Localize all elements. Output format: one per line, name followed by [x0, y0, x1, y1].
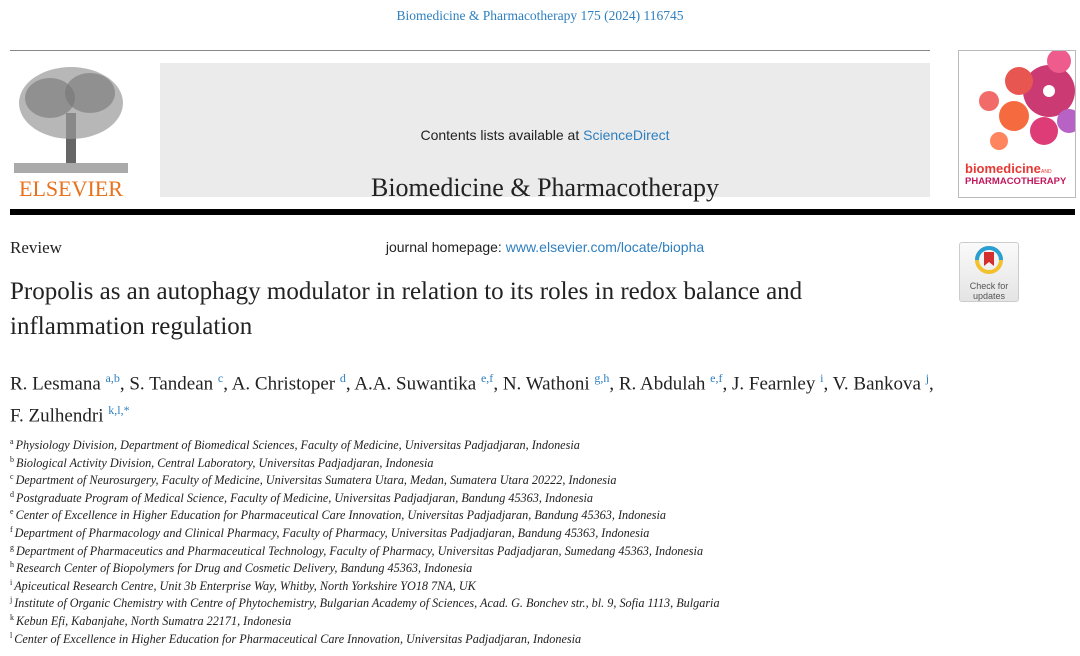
affiliation-key: c	[10, 472, 14, 482]
cover-title-and: AND	[1041, 169, 1052, 175]
journal-citation[interactable]: Biomedicine & Pharmacotherapy 175 (2024)…	[396, 8, 684, 23]
author-affiliation-ref[interactable]: g,h	[594, 371, 610, 385]
author[interactable]: V. Bankova	[832, 373, 921, 395]
elsevier-tree-icon: ELSEVIER	[14, 67, 128, 201]
affiliation: k Kebun Efi, Kabanjahe, North Sumatra 221…	[10, 609, 720, 628]
journal-header: Contents lists available at ScienceDirec…	[160, 63, 930, 255]
author[interactable]: S. Tandean	[129, 373, 214, 395]
elsevier-logo[interactable]: ELSEVIER	[10, 63, 132, 201]
affiliation: a Physiology Division, Department of Biom…	[10, 433, 720, 453]
affiliation-text: Department of Neurosurgery, Faculty of M…	[15, 473, 617, 488]
divider	[10, 50, 930, 51]
affiliation-key: k	[10, 612, 14, 622]
check-for-updates-button[interactable]: Check for updates	[959, 242, 1019, 302]
author-affiliation-ref[interactable]: e,f	[480, 371, 494, 385]
affiliation-key: g	[10, 542, 14, 552]
author-affiliation-ref[interactable]: a,b	[105, 371, 120, 385]
affiliation-text: Postgraduate Program of Medical Science,…	[16, 490, 594, 505]
affiliation-text: Center of Excellence in Higher Education…	[14, 631, 582, 646]
author-affiliation-ref[interactable]: k,l,*	[108, 403, 130, 418]
affiliation: d Postgraduate Program of Medical Science…	[10, 486, 720, 505]
affiliation-text: Department of Pharmacology and Clinical …	[14, 526, 650, 541]
affiliation-list: a Physiology Division, Department of Biom…	[10, 433, 720, 646]
affiliation-text: Research Center of Biopolymers for Drug …	[16, 561, 473, 576]
affiliation: c Department of Neurosurgery, Faculty of …	[10, 468, 720, 488]
affiliation: b Biological Activity Division, Central L…	[10, 451, 720, 470]
elsevier-wordmark: ELSEVIER	[19, 176, 123, 199]
affiliation-text: Biological Activity Division, Central La…	[16, 455, 434, 470]
author[interactable]: R. Abdulah	[618, 373, 706, 395]
author-affiliation-ref[interactable]: i	[820, 371, 824, 385]
journal-cover[interactable]: biomedicine AND PHARMACOTHERAPY	[958, 50, 1076, 198]
affiliation-key: j	[10, 595, 13, 605]
author[interactable]: J. Fearnley	[731, 373, 816, 395]
author-affiliation-ref[interactable]: e,f	[710, 371, 723, 385]
affiliation-key: f	[10, 524, 13, 534]
author[interactable]: A.A. Suwantika	[354, 373, 477, 395]
affiliation-key: h	[10, 560, 14, 570]
affiliation-text: Institute of Organic Chemistry with Cent…	[14, 596, 720, 611]
affiliation-key: l	[10, 630, 13, 640]
author-affiliation-ref[interactable]: c	[217, 371, 224, 385]
author-list: R. Lesmana a,b, S. Tandean c, A. Christo…	[10, 371, 934, 427]
affiliation-text: Department of Pharmaceutics and Pharmace…	[16, 543, 704, 558]
affiliation: h Research Center of Biopolymers for Drug…	[10, 556, 720, 576]
affiliation-text: Kebun Efi, Kabanjahe, North Sumatra 2217…	[16, 614, 292, 628]
contents-line: Contents lists available at ScienceDirec…	[160, 127, 930, 143]
affiliation-text: Physiology Division, Department of Biome…	[15, 438, 580, 453]
affiliation-key: i	[10, 577, 13, 587]
article-type: Review	[10, 238, 62, 257]
check-label-2: updates	[972, 291, 1006, 301]
homepage-line: journal homepage: www.elsevier.com/locat…	[160, 239, 930, 255]
affiliation-key: d	[10, 489, 14, 499]
affiliation: l Center of Excellence in Higher Educatio…	[10, 627, 720, 646]
affiliation: g Department of Pharmaceutics and Pharmac…	[10, 539, 720, 558]
author[interactable]: A. Christoper	[231, 373, 336, 395]
author[interactable]: R. Lesmana	[10, 373, 101, 395]
cover-title-2: PHARMACOTHERAPY	[965, 176, 1067, 187]
affiliation-key: a	[10, 437, 14, 446]
check-updates-icon	[975, 246, 1003, 274]
check-label-1: Check for	[969, 281, 1009, 291]
homepage-prefix: journal homepage:	[385, 239, 506, 255]
affiliation: i Apiceutical Research Centre, Unit 3b En…	[10, 574, 720, 593]
journal-title: Biomedicine & Pharmacotherapy	[370, 173, 719, 202]
cover-molecule-art: biomedicine AND PHARMACOTHERAPY	[965, 51, 1075, 187]
author[interactable]: N. Wathoni	[502, 373, 590, 395]
author[interactable]: F. Zulhendri	[10, 405, 104, 427]
affiliation: e Center of Excellence in Higher Educatio…	[10, 503, 720, 523]
affiliation-text: Apiceutical Research Centre, Unit 3b Ent…	[14, 578, 476, 593]
affiliation: j Institute of Organic Chemistry with Cen…	[10, 591, 720, 611]
author-affiliation-ref[interactable]: d	[339, 371, 346, 385]
cover-title-1: biomedicine	[965, 161, 1041, 176]
affiliation: f Department of Pharmacology and Clinical…	[10, 521, 720, 541]
affiliation-text: Center of Excellence in Higher Education…	[15, 508, 667, 523]
article-title: Propolis as an autophagy modulator in re…	[10, 278, 803, 340]
sciencedirect-link[interactable]: ScienceDirect	[583, 127, 670, 143]
author-affiliation-ref[interactable]: j	[925, 371, 930, 385]
affiliation-key: e	[10, 507, 14, 517]
contents-prefix: Contents lists available at	[420, 127, 584, 143]
header-rule	[10, 209, 1075, 215]
affiliation-key: b	[10, 454, 14, 464]
homepage-link[interactable]: www.elsevier.com/locate/biopha	[505, 239, 705, 255]
